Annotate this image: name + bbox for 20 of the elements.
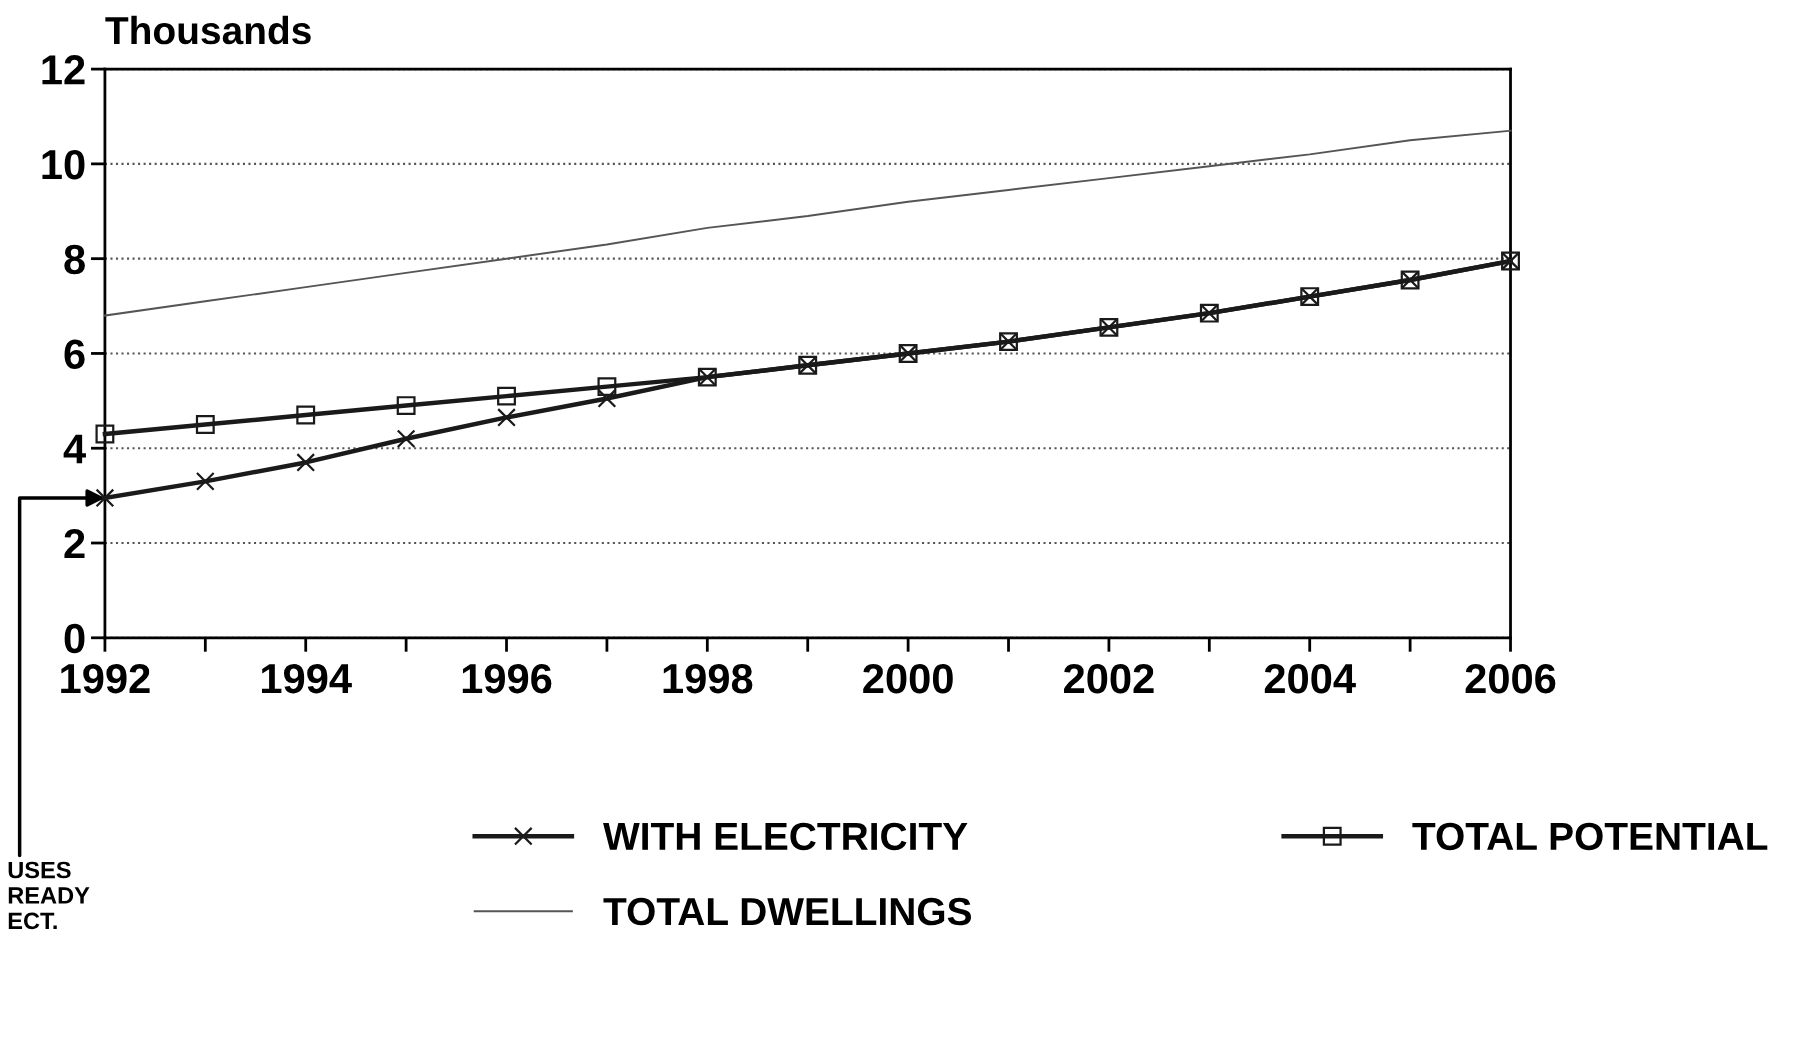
y-tick-label: 0 [64, 623, 85, 654]
x-tick-label: 1996 [462, 663, 552, 694]
legend-label: TOTAL DWELLINGS [603, 897, 971, 926]
x-tick-label: 1992 [61, 663, 150, 694]
y-tick-label: 12 [42, 55, 85, 85]
x-tick-label: 1998 [663, 663, 753, 694]
legend-label: WITH ELECTRICITY [603, 822, 968, 851]
annotation: USES READY ECT. [8, 861, 90, 930]
y-tick-label: 4 [63, 434, 86, 464]
x-tick-label: 2002 [1064, 663, 1154, 694]
x-tick-label: 2000 [863, 663, 953, 694]
y-tick-label: 2 [64, 529, 85, 559]
y-tick-label: 10 [42, 149, 85, 180]
y-axis-title: Thousands [105, 15, 311, 45]
x-tick-label: 2004 [1264, 663, 1356, 694]
legend-label: TOTAL POTENTIAL [1412, 822, 1768, 851]
x-tick-label: 2006 [1465, 663, 1556, 694]
y-tick-label: 8 [64, 244, 85, 275]
x-tick-label: 1994 [262, 663, 352, 694]
y-tick-label: 6 [64, 339, 85, 369]
